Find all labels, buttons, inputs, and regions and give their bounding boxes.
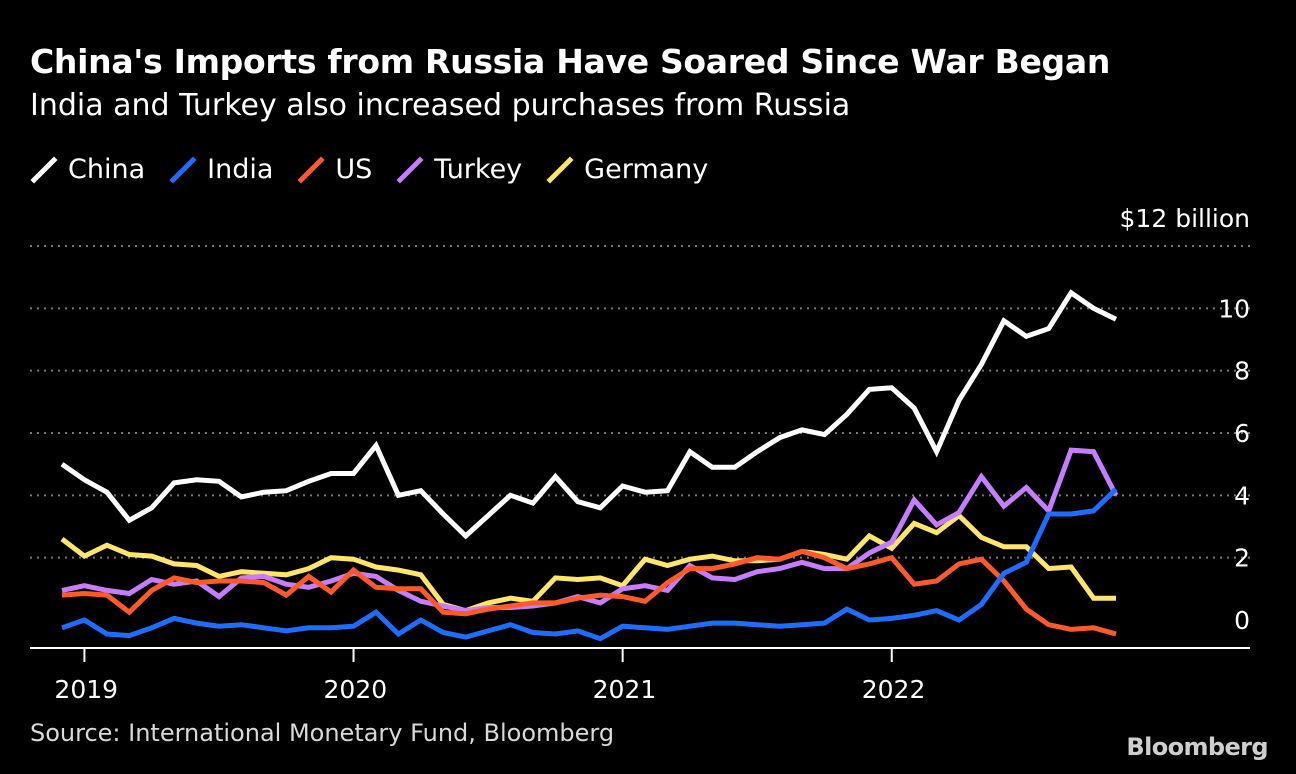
y-tick-label-2: 2 [1234,544,1250,573]
source-note: Source: International Monetary Fund, Blo… [30,719,615,747]
legend-item-india: India [169,154,273,185]
legend-swatch-germany [546,155,574,184]
x-tick-label-2020: 2020 [324,675,388,704]
series-line-india [61,487,1118,642]
legend-item-us: US [297,154,372,185]
x-tick-label-2021: 2021 [593,675,657,704]
x-tick-label-2022: 2022 [862,675,926,704]
bloomberg-logo: Bloomberg [1126,733,1268,761]
grid-lines [30,245,1250,559]
legend-swatch-us [297,155,325,184]
y-tick-label-8: 8 [1234,357,1250,386]
y-tick-label-10: 10 [1218,294,1250,323]
legend-label-turkey: Turkey [434,154,523,185]
legend-item-china: China [30,154,145,185]
legend: China India US Turkey Germany [30,154,732,185]
series-line-turkey [61,447,1119,614]
series-line-us [61,548,1117,637]
legend-swatch-china [30,155,58,184]
legend-label-china: China [68,154,146,185]
axes: 0 2 4 6 8 10 $12 billion 2019 2020 2021 2022 [30,204,1250,704]
y-tick-label-12: $12 billion [1120,204,1250,233]
chart-subtitle: India and Turkey also increased purchase… [30,88,851,123]
legend-label-india: India [207,154,274,185]
series-lines [60,289,1119,642]
legend-label-us: US [335,154,373,185]
series-line-china [60,289,1118,540]
legend-swatch-india [169,155,197,184]
chart-title: China's Imports from Russia Have Soared … [30,42,1111,81]
y-tick-label-6: 6 [1234,419,1250,448]
x-tick-label-2019: 2019 [54,675,118,704]
legend-item-turkey: Turkey [396,154,522,185]
legend-swatch-turkey [396,155,424,184]
y-tick-label-4: 4 [1234,481,1250,510]
series-line-germany [60,512,1116,614]
y-tick-label-0: 0 [1234,606,1250,635]
legend-label-germany: Germany [584,154,709,185]
legend-item-germany: Germany [546,154,708,185]
